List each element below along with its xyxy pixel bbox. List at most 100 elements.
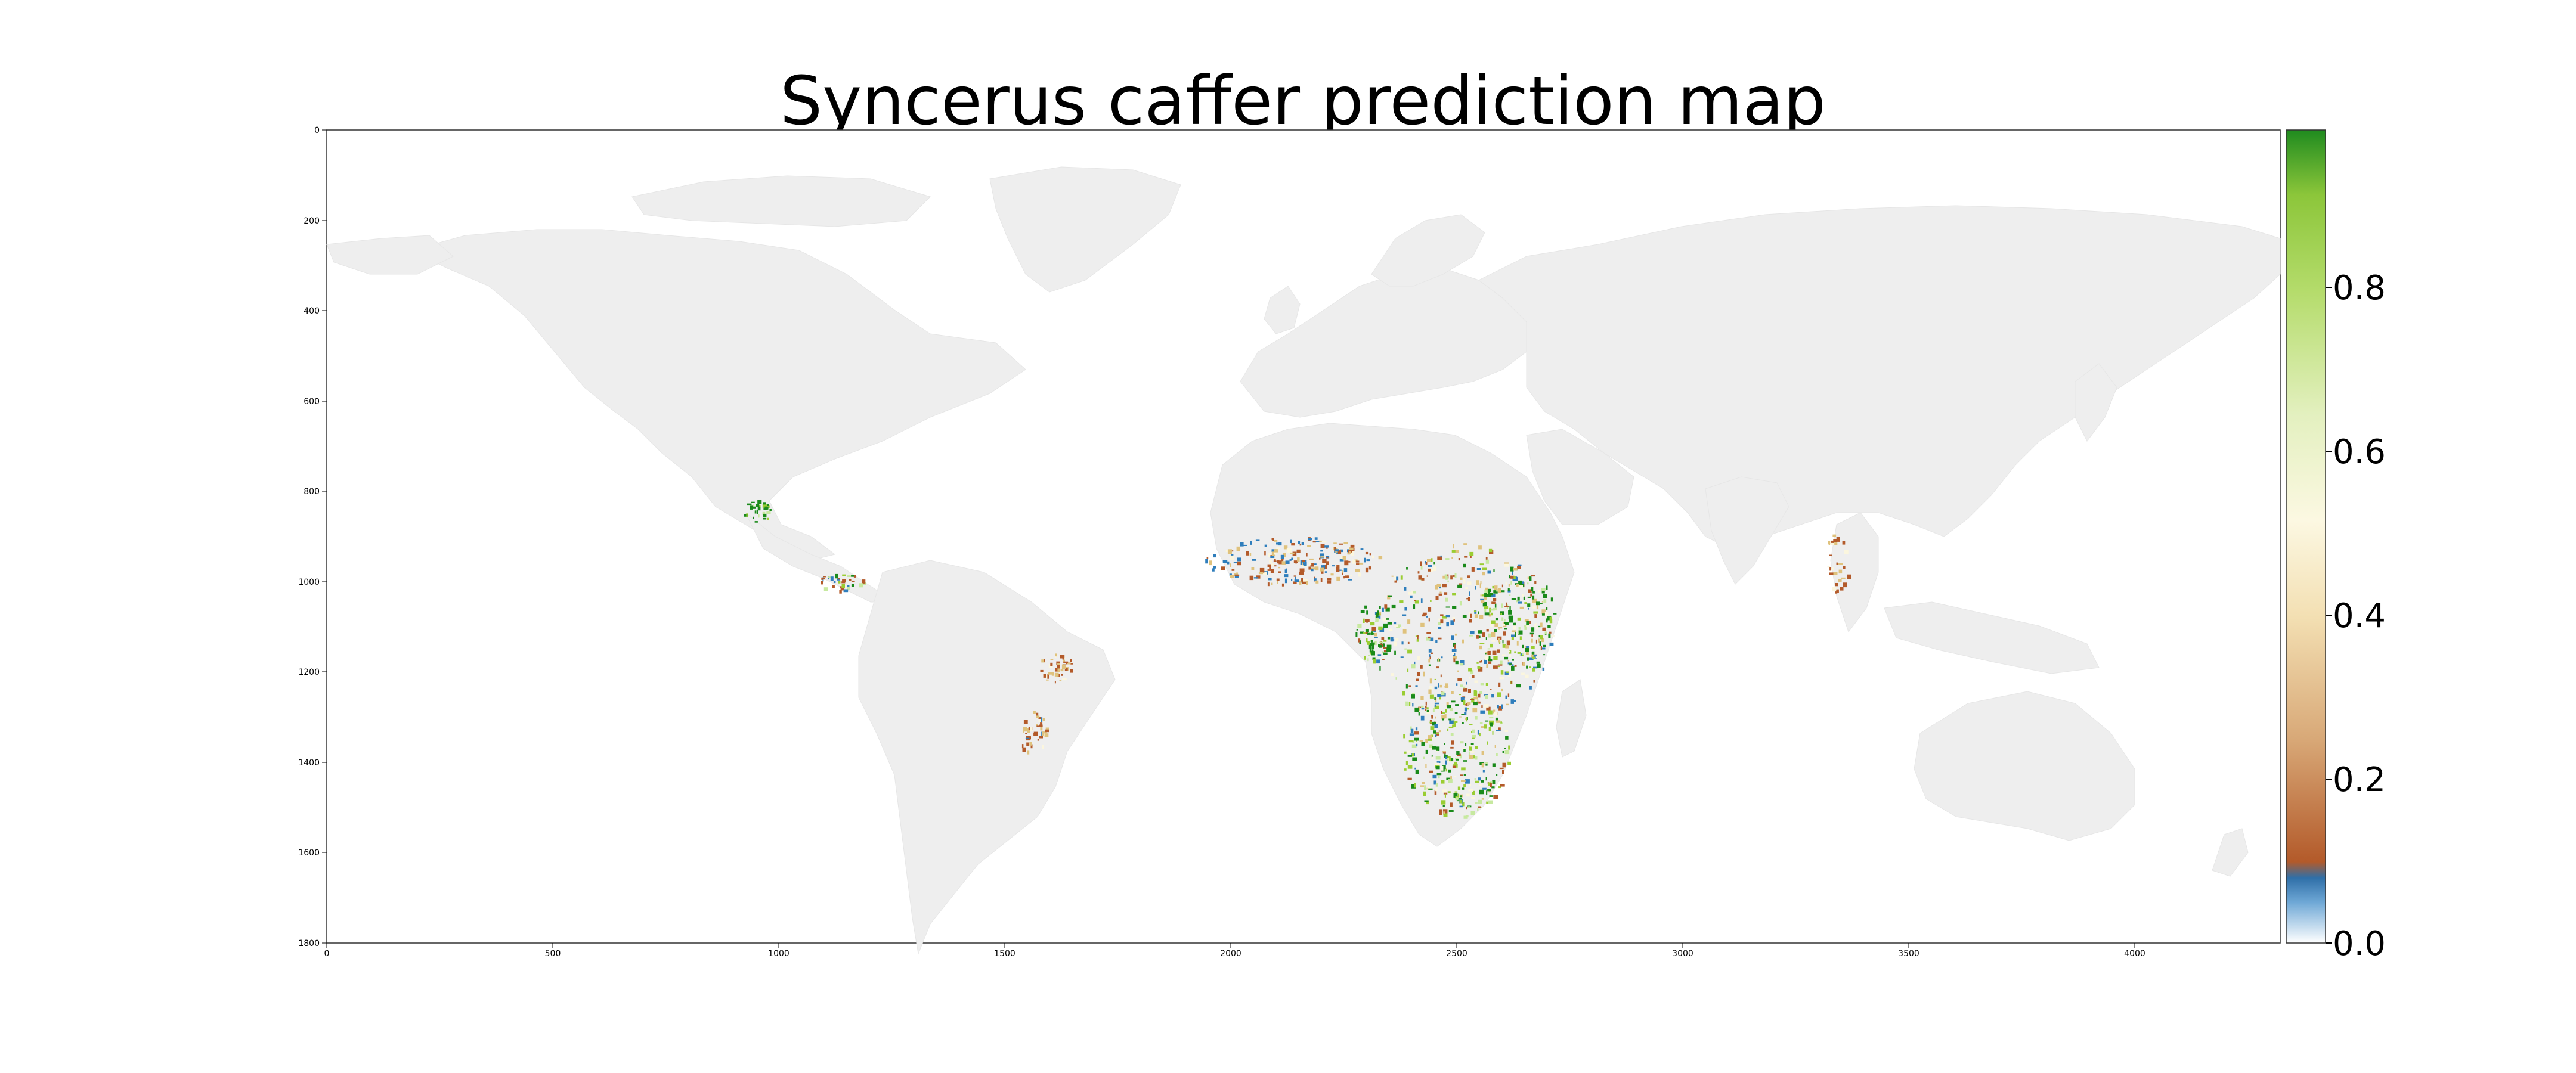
- prediction-cell: [1243, 544, 1247, 546]
- prediction-cell: [1423, 791, 1426, 796]
- prediction-cell: [1522, 594, 1524, 597]
- prediction-cell: [1399, 600, 1404, 603]
- prediction-cell: [1411, 753, 1414, 757]
- prediction-cell: [1063, 661, 1069, 663]
- prediction-cell: [1498, 628, 1500, 630]
- prediction-cell: [1836, 589, 1839, 593]
- prediction-cell: [1433, 562, 1435, 565]
- prediction-cell: [1277, 542, 1282, 546]
- prediction-cell: [1507, 761, 1511, 765]
- prediction-cell: [1027, 728, 1030, 733]
- prediction-cell: [1509, 618, 1513, 623]
- prediction-cell: [747, 503, 752, 506]
- prediction-cell: [1394, 625, 1398, 627]
- prediction-cell: [1513, 576, 1516, 579]
- svg-text:1400: 1400: [298, 758, 320, 768]
- prediction-cell: [1369, 649, 1371, 653]
- prediction-cell: [1374, 632, 1377, 637]
- prediction-cell: [1023, 727, 1027, 732]
- prediction-cell: [1543, 644, 1546, 647]
- prediction-cell: [1291, 543, 1295, 546]
- prediction-cell: [1542, 667, 1545, 671]
- prediction-cell: [1523, 596, 1525, 600]
- prediction-cell: [1307, 545, 1311, 547]
- prediction-cell: [1504, 628, 1507, 630]
- prediction-cell: [1460, 741, 1464, 744]
- prediction-cell: [862, 579, 866, 584]
- prediction-cell: [1290, 552, 1295, 554]
- prediction-cell: [1479, 722, 1483, 724]
- prediction-cell: [1412, 740, 1415, 743]
- prediction-cell: [1272, 538, 1274, 541]
- prediction-cell: [1410, 728, 1414, 733]
- prediction-cell: [1474, 680, 1478, 683]
- prediction-cell: [1424, 785, 1426, 790]
- prediction-cell: [1482, 572, 1485, 576]
- y-tick-2: 400: [304, 306, 327, 316]
- prediction-cell: [1414, 731, 1419, 735]
- prediction-cell: [1336, 576, 1340, 581]
- prediction-cell: [1320, 553, 1324, 559]
- prediction-cell: [1347, 561, 1351, 563]
- prediction-cell: [1054, 656, 1057, 658]
- prediction-cell: [744, 514, 748, 517]
- prediction-cell: [1445, 606, 1450, 608]
- prediction-cell: [1375, 612, 1379, 618]
- prediction-cell: [1496, 666, 1500, 668]
- prediction-cell: [1512, 664, 1514, 667]
- prediction-cell: [1843, 566, 1846, 569]
- prediction-cell: [1478, 806, 1481, 808]
- prediction-cell: [1478, 799, 1482, 804]
- prediction-cell: [1454, 644, 1456, 649]
- prediction-cell: [1415, 769, 1419, 774]
- prediction-cell: [1517, 596, 1520, 601]
- prediction-cell: [1429, 655, 1431, 660]
- prediction-cell: [1470, 670, 1474, 674]
- prediction-cell: [756, 504, 760, 507]
- prediction-cell: [1374, 641, 1377, 646]
- prediction-cell: [1360, 631, 1364, 634]
- prediction-cell: [1487, 594, 1491, 597]
- prediction-cell: [1445, 709, 1447, 713]
- prediction-cell: [1451, 649, 1457, 652]
- prediction-cell: [1524, 619, 1529, 622]
- prediction-cell: [1520, 581, 1525, 584]
- prediction-cell: [1436, 773, 1442, 776]
- prediction-cell: [1368, 566, 1371, 570]
- prediction-cell: [1527, 596, 1531, 598]
- prediction-cell: [1460, 660, 1465, 665]
- prediction-cell: [1368, 644, 1372, 649]
- prediction-cell: [1518, 627, 1521, 630]
- prediction-cell: [1227, 561, 1230, 565]
- prediction-cell: [1411, 590, 1415, 595]
- prediction-cell: [1504, 750, 1510, 755]
- prediction-cell: [1375, 618, 1379, 621]
- prediction-cell: [1507, 588, 1510, 591]
- prediction-cell: [1450, 802, 1453, 807]
- prediction-cell: [1469, 746, 1472, 751]
- prediction-cell: [1462, 615, 1467, 618]
- prediction-cell: [1479, 691, 1482, 694]
- prediction-cell: [1829, 572, 1834, 575]
- prediction-cell: [1269, 566, 1271, 569]
- prediction-cell: [1454, 761, 1457, 765]
- prediction-cell: [1529, 657, 1534, 660]
- prediction-cell: [1255, 539, 1260, 541]
- prediction-cell: [1256, 575, 1261, 579]
- prediction-cell: [1351, 551, 1354, 556]
- prediction-cell: [1271, 582, 1273, 585]
- prediction-cell: [1231, 569, 1235, 571]
- prediction-cell: [1352, 559, 1356, 564]
- prediction-cell: [1278, 560, 1283, 565]
- prediction-cell: [1278, 571, 1281, 573]
- prediction-cell: [1411, 694, 1415, 699]
- prediction-cell: [1433, 780, 1436, 785]
- prediction-cell: [1833, 572, 1838, 575]
- prediction-cell: [1357, 624, 1362, 628]
- prediction-cell: [1309, 561, 1312, 565]
- prediction-cell: [1417, 672, 1420, 676]
- prediction-cell: [1445, 558, 1450, 560]
- prediction-cell: [1434, 702, 1439, 705]
- prediction-cell: [1493, 709, 1496, 714]
- prediction-cell: [1036, 725, 1039, 727]
